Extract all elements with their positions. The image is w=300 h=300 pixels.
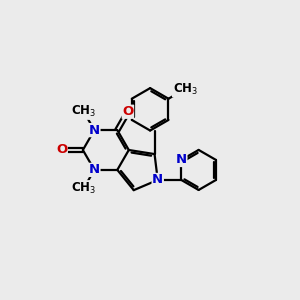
Text: N: N — [176, 153, 187, 167]
Text: N: N — [89, 124, 100, 136]
Text: O: O — [122, 105, 134, 118]
Text: O: O — [56, 143, 67, 157]
Text: N: N — [152, 173, 163, 187]
Text: N: N — [89, 164, 100, 176]
Text: CH$_3$: CH$_3$ — [71, 104, 96, 119]
Text: CH$_3$: CH$_3$ — [71, 181, 96, 196]
Text: CH$_3$: CH$_3$ — [172, 82, 198, 97]
